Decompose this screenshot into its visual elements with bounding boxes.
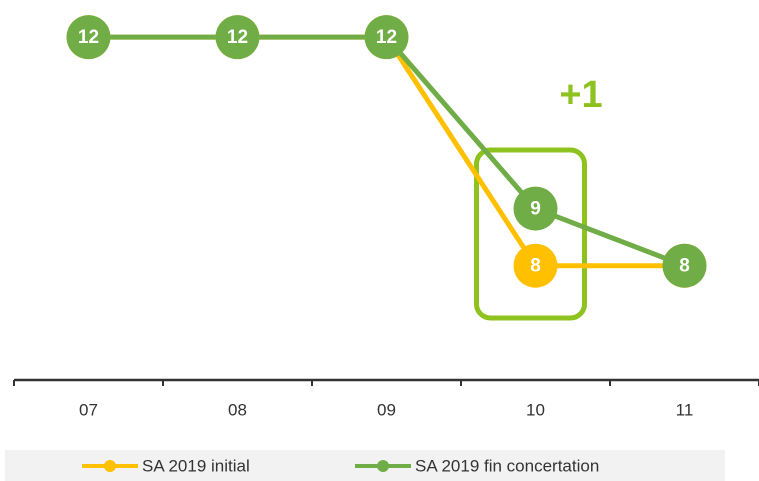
data-point <box>364 15 409 60</box>
x-tick-label: 07 <box>79 400 98 419</box>
data-label: 12 <box>78 27 99 48</box>
legend-marker <box>104 460 116 472</box>
data-label: 8 <box>530 256 541 277</box>
data-label: 9 <box>530 199 541 220</box>
data-label: 8 <box>679 256 690 277</box>
data-point <box>66 15 111 60</box>
data-label: 12 <box>227 27 248 48</box>
data-point <box>662 243 707 288</box>
annotation: +1 <box>559 74 602 116</box>
x-tick-label: 11 <box>676 400 694 419</box>
legend-label: SA 2019 fin concertation <box>415 456 599 475</box>
legend-marker <box>377 460 389 472</box>
data-point <box>513 186 558 231</box>
legend-label: SA 2019 initial <box>142 456 250 475</box>
series-line <box>88 34 686 269</box>
x-tick-label: 09 <box>377 400 396 419</box>
data-point <box>513 243 558 288</box>
data-point <box>215 15 260 60</box>
data-label: 12 <box>376 27 397 48</box>
x-tick-label: 08 <box>228 400 247 419</box>
x-tick-label: 10 <box>526 400 545 419</box>
highlight-box <box>474 147 587 321</box>
